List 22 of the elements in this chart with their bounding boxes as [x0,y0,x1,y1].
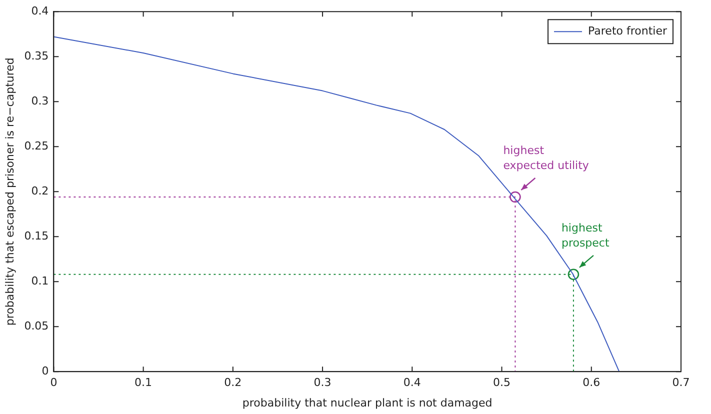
y-tick-label: 0.35 [24,49,49,62]
x-axis-title: probability that nuclear plant is not damaged [242,396,492,410]
y-tick-label: 0 [42,364,49,378]
x-tick-label: 0.6 [582,376,600,390]
x-tick-label: 0.1 [134,376,152,390]
annotation: highest expected utility [503,144,590,172]
x-tick-label: 0.7 [672,376,690,390]
x-tick-label: 0 [50,376,58,390]
y-tick-label: 0.25 [24,139,49,152]
x-tick-label: 0.3 [314,376,332,390]
y-tick-label: 0.1 [31,274,49,288]
y-tick-label: 0.4 [31,4,49,18]
x-tick-label: 0.4 [403,376,421,390]
y-tick-label: 0.05 [24,319,49,332]
legend-label: Pareto frontier [588,24,668,38]
y-tick-label: 0.3 [31,94,49,108]
annotation: highest prospect [561,221,610,250]
y-axis-title: probability that escaped prisoner is re−captured [3,58,16,326]
y-tick-label: 0.15 [24,229,49,242]
x-tick-label: 0.2 [224,376,242,390]
x-tick-label: 0.5 [493,376,511,390]
y-tick-label: 0.2 [31,184,49,198]
